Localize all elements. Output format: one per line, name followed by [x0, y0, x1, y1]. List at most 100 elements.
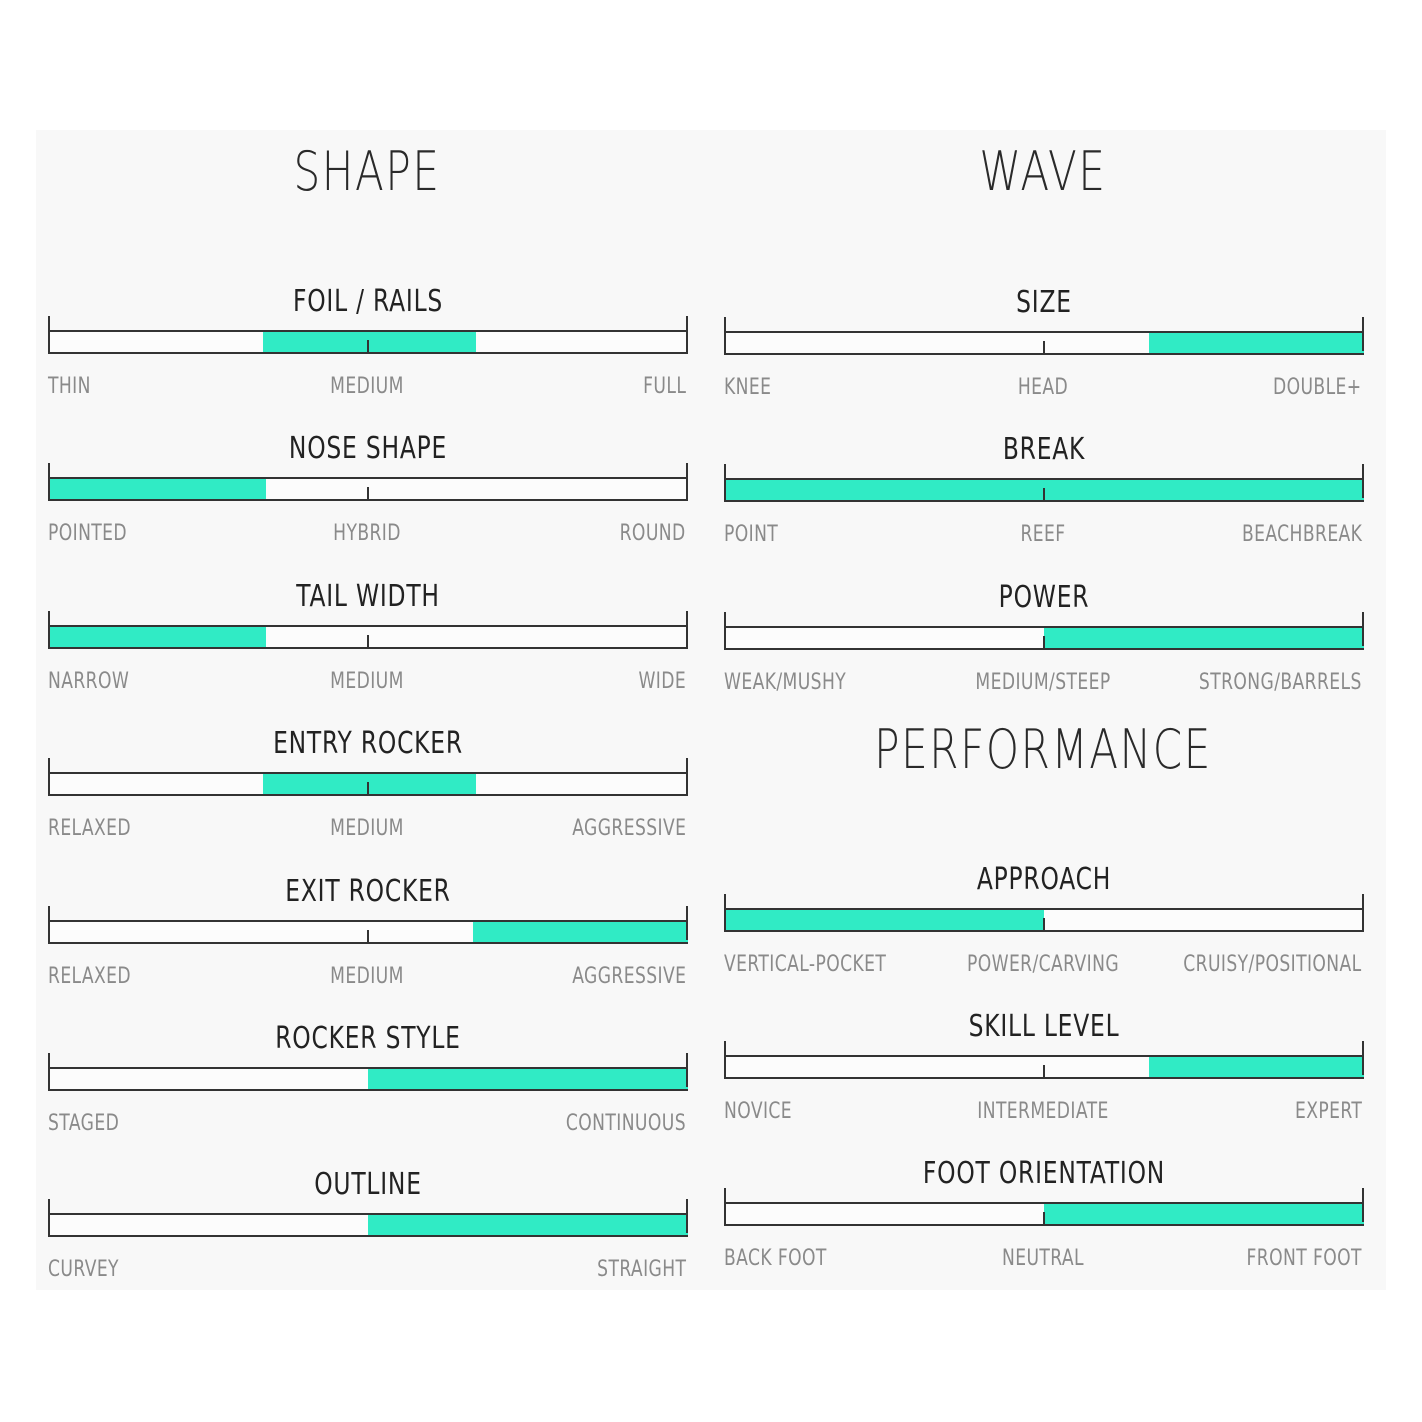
rating-bar-fill	[1044, 1204, 1364, 1224]
scale-label: REEF	[1020, 522, 1066, 547]
metric-title: EXIT ROCKER	[285, 874, 451, 909]
metric-title: SKILL LEVEL	[968, 1009, 1120, 1044]
metric-title: FOOT ORIENTATION	[922, 1156, 1166, 1191]
scale-label: CONTINUOUS	[565, 1111, 686, 1136]
metric-tail-width: TAIL WIDTH NARROW MEDIUM WIDE	[48, 579, 688, 709]
scale-labels: RELAXED MEDIUM AGGRESSIVE	[48, 816, 686, 846]
scale-label: STRAIGHT	[596, 1257, 686, 1282]
scale-label: MEDIUM/STEEP	[975, 670, 1111, 695]
metric-title: APPROACH	[976, 862, 1112, 897]
bar-tick	[1043, 918, 1045, 930]
scale-label: RELAXED	[48, 816, 132, 841]
bar-tick	[686, 1199, 688, 1233]
scale-label: WIDE	[638, 669, 686, 694]
scale-label: MEDIUM	[330, 374, 404, 399]
bar-tick	[686, 1053, 688, 1087]
scale-labels: CURVEY STRAIGHT	[48, 1257, 686, 1287]
bar-tick	[367, 635, 369, 647]
metric-entry-rocker: ENTRY ROCKER RELAXED MEDIUM AGGRESSIVE	[48, 726, 688, 856]
rating-bar-fill	[368, 1069, 688, 1089]
bar-tick	[1043, 341, 1045, 353]
rating-bar-fill	[726, 910, 1044, 930]
bar-tick	[1362, 894, 1364, 928]
scale-labels: NARROW MEDIUM WIDE	[48, 669, 686, 699]
scale-label: NARROW	[48, 669, 130, 694]
metric-power: POWER WEAK/MUSHY MEDIUM/STEEP STRONG/BARREL…	[724, 580, 1364, 710]
scale-label: ROUND	[620, 521, 686, 546]
metric-title: FOIL / RAILS	[292, 284, 444, 319]
bar-tick	[686, 611, 688, 645]
scale-label: MEDIUM	[330, 669, 404, 694]
scale-label: STAGED	[48, 1111, 120, 1136]
rating-bar-fill	[50, 479, 267, 499]
scale-label: POINT	[724, 522, 779, 547]
rating-bar-fill	[1044, 628, 1364, 648]
bar-tick	[367, 782, 369, 794]
metric-size: SIZE KNEE HEAD DOUBLE+	[724, 285, 1364, 415]
bar-tick	[1362, 1041, 1364, 1075]
bar-tick	[1362, 464, 1364, 498]
scale-label: AGGRESSIVE	[571, 964, 686, 989]
bar-tick	[1362, 612, 1364, 646]
scale-labels: STAGED CONTINUOUS	[48, 1111, 686, 1141]
bar-tick	[1043, 636, 1045, 648]
scale-label: RELAXED	[48, 964, 132, 989]
metric-exit-rocker: EXIT ROCKER RELAXED MEDIUM AGGRESSIVE	[48, 874, 688, 1004]
metric-title: ROCKER STYLE	[275, 1021, 461, 1056]
scale-labels: POINTED HYBRID ROUND	[48, 521, 686, 551]
bar-tick	[686, 906, 688, 940]
bar-tick	[367, 487, 369, 499]
metric-title: OUTLINE	[314, 1167, 422, 1202]
scale-label: HEAD	[1017, 375, 1069, 400]
scale-label: BACK FOOT	[724, 1246, 827, 1271]
rating-bar	[48, 1213, 688, 1237]
rating-bar-fill	[263, 332, 477, 352]
scale-label: DOUBLE+	[1273, 375, 1362, 400]
scale-label: HYBRID	[333, 521, 401, 546]
metric-nose-shape: NOSE SHAPE POINTED HYBRID ROUND	[48, 431, 688, 561]
metric-skill-level: SKILL LEVEL NOVICE INTERMEDIATE EXPERT	[724, 1009, 1364, 1139]
scale-labels: THIN MEDIUM FULL	[48, 374, 686, 404]
bar-tick	[48, 1053, 50, 1087]
scale-label: CURVEY	[48, 1257, 119, 1282]
scale-labels: VERTICAL-POCKET POWER/CARVING CRUISY/POSIT…	[724, 952, 1362, 982]
bar-tick	[1043, 1212, 1045, 1224]
bar-tick	[48, 611, 50, 645]
scale-label: BEACHBREAK	[1241, 522, 1362, 547]
bar-tick	[48, 758, 50, 792]
section-title-performance: PERFORMANCE	[874, 718, 1212, 781]
bar-tick	[48, 906, 50, 940]
rating-bar	[724, 908, 1364, 932]
scale-label: FULL	[642, 374, 686, 399]
bar-tick	[1043, 488, 1045, 500]
metric-rocker-style: ROCKER STYLE STAGED CONTINUOUS	[48, 1021, 688, 1151]
bar-tick	[724, 1188, 726, 1222]
bar-tick	[367, 930, 369, 942]
bar-tick	[48, 316, 50, 350]
bar-tick	[724, 464, 726, 498]
metric-outline: OUTLINE CURVEY STRAIGHT	[48, 1167, 688, 1297]
bar-tick	[1362, 317, 1364, 351]
metric-title: SIZE	[1016, 285, 1072, 320]
metric-title: ENTRY ROCKER	[273, 726, 463, 761]
section-title-wave: WAVE	[979, 140, 1107, 203]
scale-label: POWER/CARVING	[966, 952, 1120, 977]
bar-tick	[724, 317, 726, 351]
section-title-shape: SHAPE	[293, 140, 441, 203]
scale-labels: KNEE HEAD DOUBLE+	[724, 375, 1362, 405]
bar-tick	[686, 316, 688, 350]
rating-bar-fill	[50, 627, 267, 647]
metric-foil-rails: FOIL / RAILS THIN MEDIUM FULL	[48, 284, 688, 414]
metric-title: NOSE SHAPE	[288, 431, 448, 466]
bar-tick	[48, 463, 50, 497]
metric-approach: APPROACH VERTICAL-POCKET POWER/CARVING CRUI…	[724, 862, 1364, 992]
scale-label: INTERMEDIATE	[977, 1099, 1109, 1124]
bar-tick	[1362, 1188, 1364, 1222]
bar-tick	[367, 340, 369, 352]
scale-labels: POINT REEF BEACHBREAK	[724, 522, 1362, 552]
scale-label: VERTICAL-POCKET	[724, 952, 887, 977]
rating-bar-fill	[726, 480, 1364, 500]
scale-label: NOVICE	[724, 1099, 793, 1124]
scale-label: MEDIUM	[330, 964, 404, 989]
rating-bar-fill	[1148, 333, 1364, 353]
